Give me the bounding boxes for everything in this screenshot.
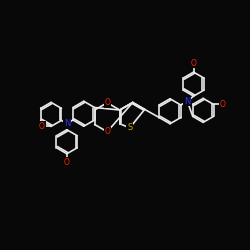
Text: S: S (127, 123, 132, 132)
Text: O: O (190, 59, 196, 68)
Text: N: N (64, 119, 70, 128)
Text: O: O (220, 100, 226, 109)
Text: O: O (104, 127, 110, 136)
Text: O: O (64, 158, 70, 167)
Text: O: O (39, 122, 45, 131)
Text: O: O (104, 98, 110, 107)
Text: N: N (184, 97, 190, 106)
